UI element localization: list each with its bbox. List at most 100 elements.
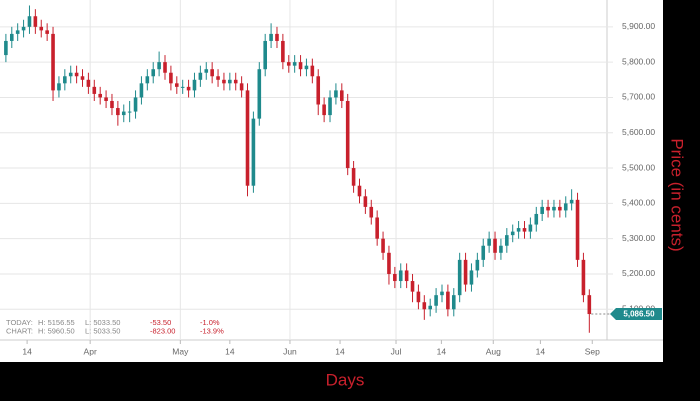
info-text: -1.0% [200, 318, 220, 327]
candle-body [469, 270, 474, 285]
candle-body [210, 69, 214, 77]
candle-body [15, 30, 20, 34]
candle-body [198, 72, 203, 80]
info-text: TODAY: [6, 318, 33, 327]
candle-body [357, 185, 362, 197]
candle-body [98, 93, 102, 98]
candle-body [463, 259, 468, 285]
candle-body [440, 291, 444, 296]
candle-body [522, 228, 527, 232]
candle-body [351, 168, 356, 186]
candle-body [68, 72, 73, 77]
candle-body [304, 65, 309, 70]
candle-body [292, 62, 297, 66]
y-tick-label: 5,700.00 [622, 92, 655, 102]
candle-body [269, 33, 273, 41]
candle-body [375, 217, 379, 239]
candle-body [563, 203, 568, 211]
candle-body [310, 65, 315, 77]
candle-body [393, 273, 397, 282]
candle-body [457, 259, 462, 296]
candle-body [528, 224, 533, 232]
candle-body [245, 90, 250, 186]
candle-body [257, 69, 262, 119]
candle-body [92, 86, 97, 94]
x-tick-label: 14 [225, 346, 235, 356]
candle-body [558, 206, 562, 211]
candle-body [263, 40, 267, 70]
candle-body [4, 40, 8, 56]
candle-body [499, 245, 503, 253]
candle-body [63, 76, 67, 84]
x-tick-label: 14 [335, 346, 345, 356]
info-text: -53.50 [150, 318, 171, 327]
candle-body [251, 118, 256, 186]
candle-body [169, 72, 173, 84]
x-tick-label: 14 [437, 346, 447, 356]
candle-body [546, 206, 550, 211]
last-price-tag [610, 308, 662, 321]
candle-body [116, 108, 120, 116]
x-tick-label: May [172, 346, 189, 356]
candle-body [186, 86, 191, 91]
candle-body [534, 213, 539, 225]
last-price-label: 5,086.50 [623, 310, 655, 319]
candle-body [139, 83, 144, 98]
candle-body [340, 90, 344, 101]
candle-body [540, 206, 544, 214]
candle-body [369, 206, 374, 218]
candle-body [39, 26, 44, 31]
candle-body [145, 76, 150, 84]
candle-body [505, 235, 509, 246]
x-tick-label: 14 [536, 346, 546, 356]
candle-body [322, 104, 326, 116]
candle-body [298, 62, 303, 70]
candle-body [192, 79, 197, 91]
candle-body [151, 69, 156, 77]
x-tick-label: Jul [391, 346, 402, 356]
candle-body [404, 270, 409, 282]
candle-body [33, 16, 38, 27]
info-text: H: 5960.50 [38, 326, 75, 335]
y-tick-label: 5,600.00 [622, 127, 655, 137]
candle-body [104, 97, 108, 101]
candle-body [239, 83, 244, 91]
candle-body [216, 76, 220, 80]
candle-body [451, 295, 456, 310]
candle-body [475, 259, 480, 271]
x-tick-label: Apr [84, 346, 97, 356]
candle-body [180, 86, 185, 88]
candle-body [363, 196, 368, 207]
y-tick-label: 5,900.00 [622, 21, 655, 31]
candle-body [422, 302, 427, 310]
candle-body [157, 62, 161, 70]
info-text: CHART: [6, 326, 33, 335]
candle-body [286, 62, 291, 66]
candle-body [434, 295, 438, 306]
x-tick-label: Sep [585, 346, 600, 356]
x-tick-label: Aug [486, 346, 501, 356]
y-tick-label: 5,500.00 [622, 162, 655, 172]
candle-body [281, 40, 285, 63]
candle-body [121, 111, 126, 116]
candle-body [74, 72, 79, 77]
x-tick-label: Jun [283, 346, 297, 356]
candle-body [487, 238, 491, 246]
candle-body [51, 33, 55, 91]
candle-body [133, 97, 138, 112]
candle-body [587, 295, 592, 315]
candle-body [334, 90, 338, 98]
y-tick-label: 5,400.00 [622, 198, 655, 208]
candle-body [222, 79, 226, 84]
candle-body [510, 231, 515, 236]
y-tick-label: 5,200.00 [622, 268, 655, 278]
candle-body [275, 33, 279, 41]
candle-body [581, 259, 586, 296]
candle-body [410, 281, 415, 292]
candle-body [86, 79, 91, 87]
candle-body [27, 16, 32, 27]
candle-body [228, 79, 232, 84]
candle-body [328, 97, 332, 116]
x-tick-label: 14 [22, 346, 32, 356]
